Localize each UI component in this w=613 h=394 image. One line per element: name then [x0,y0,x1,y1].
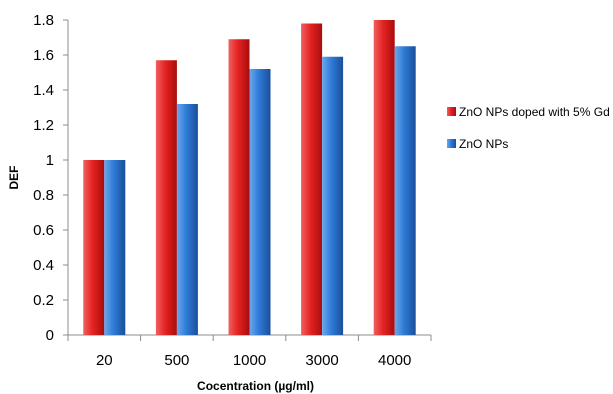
legend: ZnO NPs doped with 5% Gd ZnO NPs [447,105,610,151]
bar-zno-20 [104,160,126,335]
bar-zno-1000 [249,69,271,335]
y-tick-label: 1.8 [33,12,54,29]
bar-doped-500 [155,60,177,335]
y-tick-label: 1.4 [33,82,54,99]
bar-zno-3000 [322,56,344,335]
tick-labels: 0 0.2 0.4 0.6 0.8 1 1.2 1.4 1.6 1.8 20 500 1000 3000 4… [33,12,411,369]
y-tick-label: 0.4 [33,257,54,274]
x-axis-title: Cocentration (µg/ml) [197,379,314,393]
y-tick-label: 1 [46,152,54,169]
bar-doped-1000 [228,39,250,335]
legend-label-zno: ZnO NPs [459,137,508,151]
y-tick-label: 0.8 [33,187,54,204]
y-tick-label: 0.2 [33,292,54,309]
legend-swatch-zno [447,139,456,148]
bar-zno-4000 [394,46,416,335]
x-tick-label: 1000 [233,352,266,369]
y-tick-label: 1.2 [33,117,54,134]
legend-label-doped: ZnO NPs doped with 5% Gd [459,105,610,119]
bars [83,20,416,335]
y-tick-label: 0.6 [33,222,54,239]
bar-doped-4000 [373,20,395,335]
y-tick-label: 1.6 [33,47,54,64]
bar-zno-500 [176,104,198,335]
x-tick-label: 500 [164,352,189,369]
legend-swatch-doped [447,107,456,116]
y-axis-title: DEF [7,166,21,190]
bar-doped-20 [83,160,105,335]
x-tick-label: 20 [96,352,113,369]
x-tick-label: 4000 [378,352,411,369]
y-tick-label: 0 [46,327,54,344]
bar-doped-3000 [301,23,323,335]
x-tick-label: 3000 [305,352,338,369]
